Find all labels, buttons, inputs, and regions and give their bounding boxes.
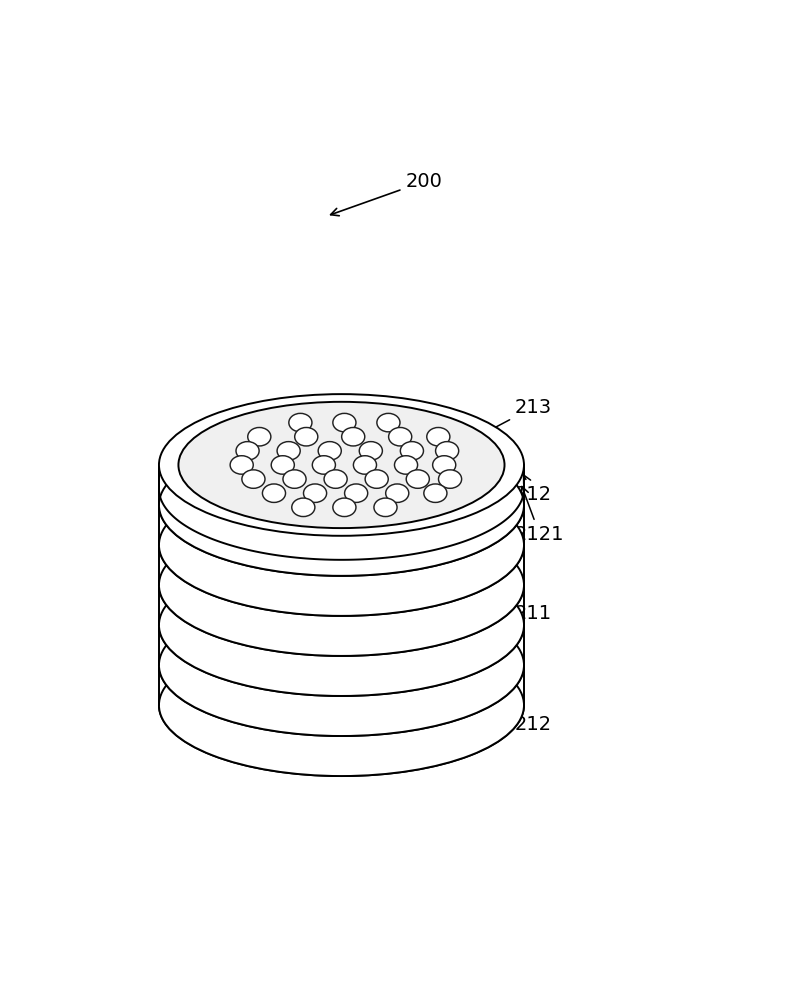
Text: 211: 211	[392, 590, 552, 623]
Ellipse shape	[292, 498, 315, 517]
Text: 2121: 2121	[515, 486, 564, 544]
Text: 213: 213	[440, 398, 552, 457]
Ellipse shape	[395, 456, 418, 474]
Ellipse shape	[294, 427, 318, 446]
Ellipse shape	[389, 427, 411, 446]
Ellipse shape	[159, 474, 524, 616]
Ellipse shape	[159, 554, 524, 696]
Ellipse shape	[159, 634, 524, 776]
Ellipse shape	[436, 442, 458, 460]
Ellipse shape	[272, 456, 294, 474]
Ellipse shape	[277, 442, 300, 460]
Ellipse shape	[424, 484, 447, 502]
Ellipse shape	[377, 413, 400, 432]
Ellipse shape	[159, 434, 524, 576]
Ellipse shape	[341, 427, 365, 446]
Text: 212: 212	[515, 475, 552, 504]
Ellipse shape	[242, 470, 265, 488]
Ellipse shape	[283, 470, 306, 488]
Ellipse shape	[345, 484, 367, 502]
Ellipse shape	[353, 456, 377, 474]
Ellipse shape	[304, 484, 327, 502]
Ellipse shape	[365, 470, 389, 488]
Ellipse shape	[400, 442, 423, 460]
Ellipse shape	[178, 402, 505, 528]
Ellipse shape	[236, 442, 259, 460]
Ellipse shape	[385, 484, 409, 502]
Ellipse shape	[159, 394, 524, 536]
Ellipse shape	[318, 442, 341, 460]
Ellipse shape	[333, 498, 356, 517]
Ellipse shape	[427, 427, 450, 446]
Ellipse shape	[374, 498, 397, 517]
Ellipse shape	[406, 470, 429, 488]
Ellipse shape	[360, 442, 382, 460]
Ellipse shape	[159, 594, 524, 736]
Text: 212: 212	[382, 696, 552, 734]
Ellipse shape	[230, 456, 254, 474]
Ellipse shape	[439, 470, 462, 488]
Ellipse shape	[248, 427, 271, 446]
Ellipse shape	[289, 413, 312, 432]
Ellipse shape	[333, 413, 356, 432]
Text: 200: 200	[330, 172, 442, 216]
Ellipse shape	[324, 470, 347, 488]
Ellipse shape	[312, 456, 335, 474]
Ellipse shape	[262, 484, 286, 502]
Ellipse shape	[159, 514, 524, 656]
Ellipse shape	[433, 456, 456, 474]
